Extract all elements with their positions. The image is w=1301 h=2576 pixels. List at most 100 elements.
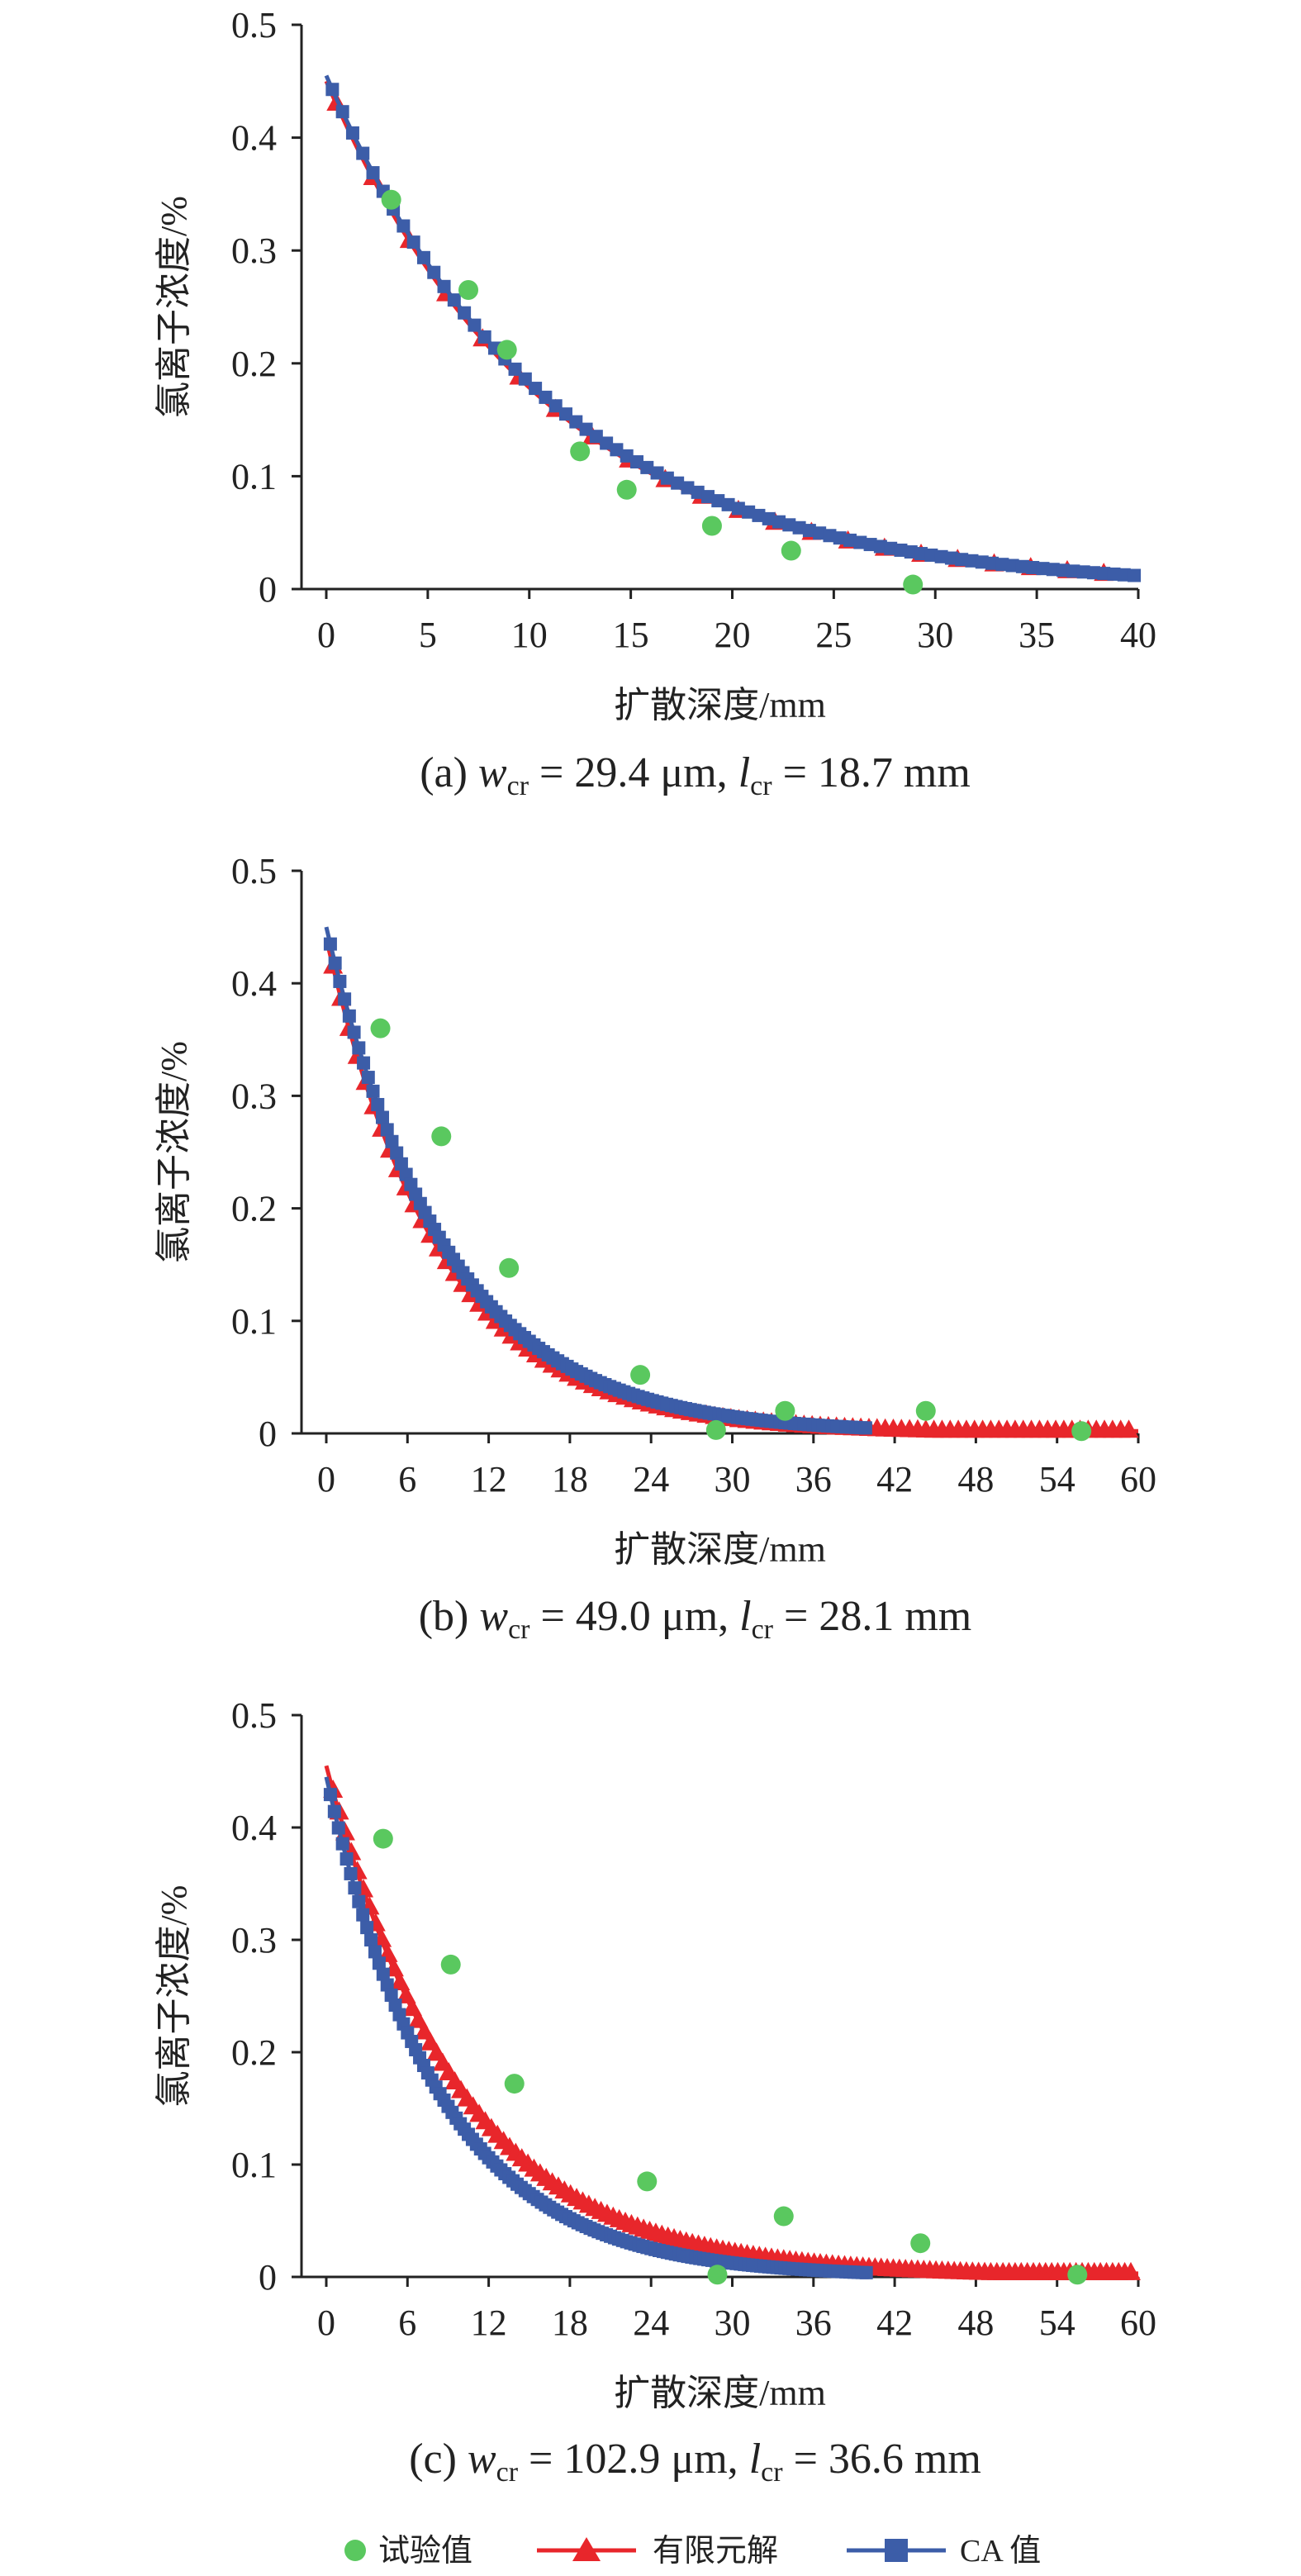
panel-a: 0 0.1 0.2 0.3 0.4 0.5 0 5 10 15 20 25 30 35 40 扩散深度/mm 氯… (154, 5, 1156, 801)
series-ca-marker (364, 1933, 378, 1947)
series-ca-marker (1097, 567, 1111, 581)
series-ca-marker (1117, 568, 1131, 582)
series-ca-marker (863, 538, 877, 552)
series-ca-marker (894, 543, 908, 557)
series-ca-marker (640, 460, 654, 474)
series-ca-marker (985, 556, 999, 570)
series-ca-marker (477, 330, 491, 344)
series-ca-marker (752, 508, 766, 522)
series-ca-marker (323, 937, 337, 951)
series-test-point (705, 1419, 726, 1440)
caption-w-value: = 49.0 μm, (529, 1593, 739, 1640)
caption-l-sub: cr (752, 1614, 774, 1645)
series-ca-marker (385, 1134, 399, 1148)
caption-w-sub: cr (508, 1614, 530, 1645)
series-ca-marker (660, 471, 674, 485)
series-ca-marker (792, 520, 806, 535)
series-ca-marker (859, 2265, 873, 2279)
series-ca-marker (965, 554, 979, 568)
x-tick-label: 30 (917, 615, 953, 655)
series-ca-marker (701, 490, 715, 504)
series-ca-marker (1015, 559, 1029, 573)
caption-w-var: w (479, 1593, 508, 1640)
series-ca-marker (843, 533, 857, 547)
series-ca-marker (518, 372, 532, 386)
x-tick-label: 12 (471, 1459, 507, 1499)
series-fem-line (324, 1765, 1138, 2276)
series-ca-marker (1107, 567, 1121, 581)
legend-ca-label: CA 值 (960, 2534, 1041, 2569)
caption-l-value: = 28.1 mm (773, 1593, 971, 1640)
series-ca-marker (742, 505, 756, 519)
series-ca-marker (384, 1988, 398, 2002)
y-tick-label: 0.4 (231, 963, 277, 1004)
series-test-point (630, 1365, 651, 1385)
series-ca-marker (782, 518, 796, 532)
y-tick-label: 0.2 (231, 1189, 277, 1229)
y-tick-label: 0.1 (231, 456, 277, 497)
series-ca-marker (344, 1866, 358, 1880)
x-axis-label: 扩散深度/mm (614, 1529, 826, 1570)
series-ca-marker (331, 1821, 345, 1835)
series-test-point (781, 540, 801, 561)
y-axis-label: 氯离子浓度/% (154, 196, 194, 418)
y-axis-label: 氯离子浓度/% (154, 1041, 194, 1263)
series-test-point (773, 2206, 794, 2227)
x-tick-label: 18 (552, 1459, 588, 1499)
series-test-point (381, 189, 401, 210)
series-ca-marker (691, 485, 705, 499)
y-tick-label: 0.5 (231, 1695, 277, 1736)
series-ca-marker (325, 83, 339, 97)
series-test-point (570, 441, 591, 462)
caption-l-var: l (749, 2436, 761, 2483)
y-tick-label: 0.1 (231, 1301, 277, 1342)
x-tick-label: 0 (317, 1459, 335, 1499)
x-tick-label: 36 (795, 1459, 832, 1499)
series-ca-marker (345, 126, 359, 140)
legend-ca-marker (885, 2539, 908, 2562)
series-ca-marker (944, 551, 958, 565)
panel-caption: (b) wcr = 49.0 μm, lcr = 28.1 mm (419, 1593, 972, 1645)
series-ca-marker (924, 548, 938, 562)
series-ca-marker (360, 1921, 374, 1935)
series-ca-marker (731, 501, 745, 516)
caption-l-sub: cr (761, 2457, 783, 2488)
caption-w-value: = 29.4 μm, (529, 749, 738, 796)
series-test-point (458, 280, 479, 301)
y-tick-label: 0.1 (231, 2145, 277, 2185)
x-tick-label: 6 (398, 1459, 416, 1499)
series-ca-marker (339, 1852, 354, 1866)
x-tick-label: 18 (552, 2303, 588, 2343)
series-ca-marker (347, 1025, 361, 1039)
x-tick-label: 40 (1120, 615, 1156, 655)
series-ca-marker (833, 531, 847, 545)
series-ca-marker (569, 415, 583, 429)
series-ca-marker (335, 105, 349, 119)
series-test-point (910, 2233, 931, 2254)
x-tick-label: 42 (876, 2303, 913, 2343)
x-tick-label: 24 (633, 1459, 669, 1499)
series-ca-marker (529, 382, 543, 396)
series-ca-marker (600, 436, 614, 450)
series-ca-marker (394, 1157, 408, 1171)
series-ca-marker (823, 529, 837, 543)
series-ca-marker (975, 555, 989, 569)
series-ca-marker (1128, 568, 1142, 582)
series-test-point (499, 1257, 520, 1278)
y-tick-label: 0 (259, 1414, 277, 1454)
y-axis-label: 氯离子浓度/% (154, 1885, 194, 2108)
series-ca-marker (375, 1110, 389, 1124)
y-tick-label: 0.4 (231, 1808, 277, 1848)
series-ca-marker (1005, 558, 1019, 573)
series-ca-marker (1066, 564, 1080, 578)
y-tick-label: 0.3 (231, 1076, 277, 1116)
y-tick-label: 0.3 (231, 231, 277, 271)
series-ca-marker (335, 1837, 349, 1851)
series-test-point (637, 2171, 658, 2192)
series-ca-marker (620, 449, 634, 463)
series-ca-marker (955, 553, 969, 567)
x-tick-label: 25 (815, 615, 852, 655)
series-ca-marker (342, 1009, 356, 1023)
series-fem-marker (390, 1971, 411, 1990)
caption-w-var: w (478, 749, 507, 796)
